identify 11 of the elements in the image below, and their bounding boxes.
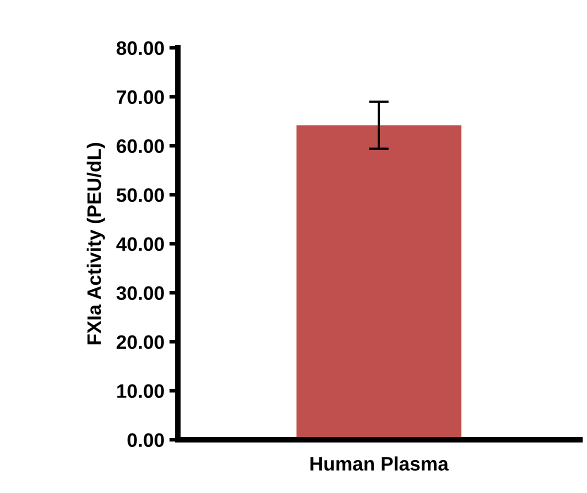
x-tick-label: Human Plasma — [310, 456, 449, 471]
y-tick-label: 80.00 — [116, 41, 164, 56]
y-axis-title: FXIa Activity (PEU/dL) — [86, 143, 105, 344]
y-tick-label: 60.00 — [116, 139, 164, 154]
y-tick-label: 20.00 — [116, 335, 164, 350]
y-tick-label: 0.00 — [128, 433, 164, 447]
y-tick-label: 50.00 — [116, 188, 164, 202]
y-tick-label: 10.00 — [117, 384, 164, 398]
y-tick-label: 40.00 — [116, 237, 164, 252]
y-tick-label: 70.00 — [116, 90, 164, 104]
y-tick-label: 30.00 — [116, 286, 164, 300]
